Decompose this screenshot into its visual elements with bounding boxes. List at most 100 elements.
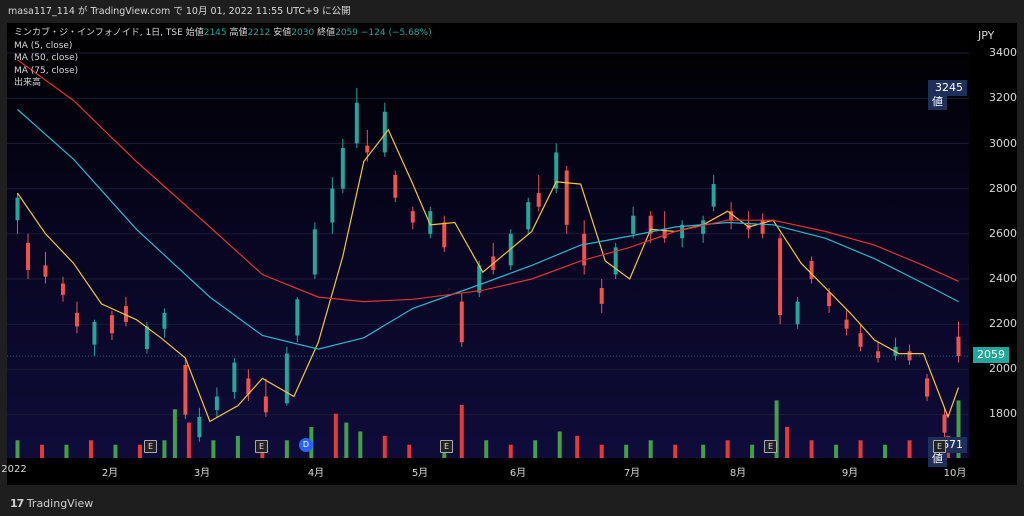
low-label: 安値 <box>273 28 292 38</box>
volume-bar <box>624 444 629 458</box>
volume-bar <box>211 440 216 458</box>
candle-body <box>393 175 398 198</box>
candle-body <box>858 333 863 347</box>
earnings-marker[interactable]: E <box>933 440 946 453</box>
volume-bar <box>575 435 580 458</box>
tv-brand-text: TradingView <box>26 497 94 510</box>
tradingview-logo[interactable]: 17 TradingView <box>10 497 93 510</box>
candle-body <box>312 229 317 275</box>
candle-body <box>330 188 335 223</box>
volume-bar <box>186 422 191 458</box>
candle-body <box>162 312 167 329</box>
candle-body <box>183 364 188 415</box>
volume-bar <box>459 404 464 458</box>
volume-bar <box>557 431 562 458</box>
footer-bar <box>0 485 1024 516</box>
earnings-marker[interactable]: E <box>440 440 453 453</box>
candle-body <box>109 315 114 334</box>
dividend-marker[interactable]: D <box>299 438 313 452</box>
volume-bar <box>750 444 755 458</box>
volume-bar <box>162 440 167 458</box>
open-value: 2145 <box>203 28 227 38</box>
x-tick-jun: 6月 <box>509 468 527 479</box>
candle-body <box>795 301 800 325</box>
candle-body <box>144 326 149 350</box>
tv-logo-icon: 17 <box>10 497 24 510</box>
candle-body <box>778 238 783 316</box>
x-tick-oct: 10月 <box>943 468 967 479</box>
chart-pane[interactable] <box>7 23 969 458</box>
volume-bar <box>333 413 338 458</box>
candle-body <box>711 184 716 207</box>
candle-body <box>74 312 79 327</box>
price-axis[interactable] <box>969 23 1017 485</box>
volume-bar <box>88 440 93 458</box>
x-tick-jul: 7月 <box>623 468 641 479</box>
x-tick-sep: 9月 <box>841 468 859 479</box>
candle-body <box>459 301 464 343</box>
candle-body <box>907 351 912 361</box>
publish-datetime: 10月 01, 2022 11:55 UTC+9 <box>185 6 320 17</box>
y-tick-2400: 2400 <box>989 272 1017 285</box>
volume-bar <box>533 440 538 458</box>
candle-body <box>599 288 604 304</box>
publish-mid-1: が <box>77 6 88 17</box>
high-value: 2212 <box>247 28 271 38</box>
candle-body <box>662 229 667 239</box>
volume-bar <box>358 431 363 458</box>
y-tick-3200: 3200 <box>989 91 1017 104</box>
volume-bar <box>172 409 177 458</box>
publish-bar: masa117_114 が TradingView.com で 10月 01, … <box>0 0 1024 23</box>
volume-bar <box>956 400 961 458</box>
volume-bar <box>15 440 20 458</box>
candle-body <box>526 202 531 230</box>
last-price-tag: 2059 <box>973 347 1009 363</box>
candle-body <box>680 224 685 239</box>
candle-body <box>876 351 881 359</box>
open-label: 始値 <box>185 28 204 38</box>
candle-body <box>827 292 832 307</box>
ma5-label[interactable]: MA (5, close) <box>14 40 73 51</box>
x-tick-mar: 3月 <box>193 468 211 479</box>
y-tick-2000: 2000 <box>989 362 1017 375</box>
candle-body <box>354 102 359 144</box>
ma75-line <box>17 59 959 303</box>
ma50-label[interactable]: MA (50, close) <box>14 53 79 63</box>
candle-body <box>582 233 587 266</box>
y-tick-2800: 2800 <box>989 182 1017 195</box>
time-axis[interactable] <box>7 458 969 485</box>
author[interactable]: masa117_114 <box>8 6 75 17</box>
volume-bar <box>113 444 118 458</box>
candle-body <box>701 220 706 234</box>
candle-body <box>60 283 65 295</box>
publish-suffix: に公開 <box>322 6 351 17</box>
price-chart[interactable] <box>7 23 969 458</box>
earnings-marker[interactable]: E <box>144 440 157 453</box>
volume-bar <box>725 440 730 458</box>
volume-label[interactable]: 出来高 <box>14 78 42 88</box>
candle-body <box>809 260 814 279</box>
publish-mid-2: で <box>173 6 183 17</box>
volume-bar <box>907 440 912 458</box>
symbol-title[interactable]: ミンカブ・ジ・インフォノイド, 1日, TSE <box>14 28 183 38</box>
high-tag-value: 3245 <box>931 80 967 96</box>
candle-body <box>123 306 128 322</box>
candle-body <box>246 378 251 395</box>
candle-body <box>340 147 345 189</box>
earnings-marker[interactable]: E <box>255 440 268 453</box>
site-link[interactable]: TradingView.com <box>90 6 171 17</box>
volume-bar <box>701 444 706 458</box>
ma50-line <box>17 109 959 350</box>
volume-bar <box>774 400 779 458</box>
volume-bar <box>858 440 863 458</box>
candle-body <box>631 215 636 234</box>
candle-body <box>442 222 447 248</box>
x-tick-may: 5月 <box>411 468 429 479</box>
earnings-marker[interactable]: E <box>764 440 777 453</box>
candle-body <box>648 215 653 234</box>
volume-bar <box>673 444 678 458</box>
y-tick-2600: 2600 <box>989 227 1017 240</box>
ma75-label[interactable]: MA (75, close) <box>14 65 79 76</box>
candle-body <box>554 152 559 189</box>
legend-symbol-row: ミンカブ・ジ・インフォノイド, 1日, TSE 始値2145 高値2212 安値… <box>14 27 432 40</box>
